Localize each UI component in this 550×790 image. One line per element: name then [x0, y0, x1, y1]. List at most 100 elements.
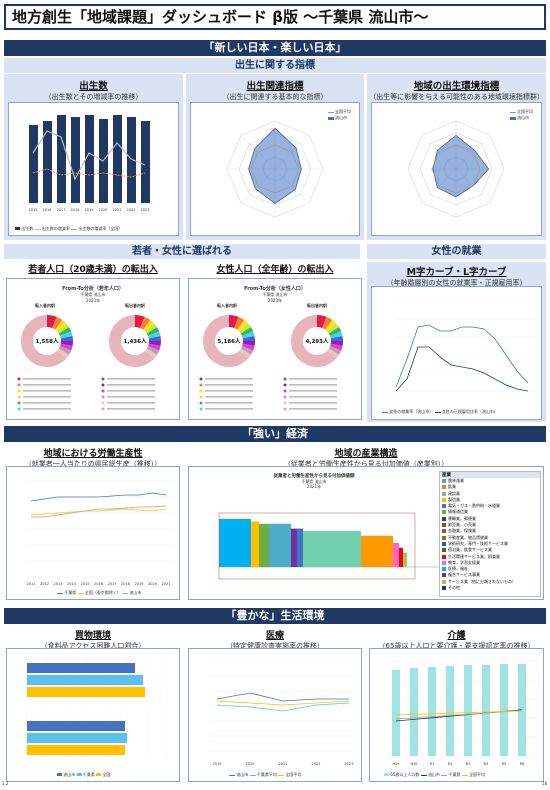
care-bar: [446, 666, 454, 756]
birth-legend-2: 出生数の増減率（全国）: [78, 226, 123, 231]
legend-text-placeholder: [107, 384, 155, 386]
female-in-label: 転入者内訳: [217, 303, 237, 308]
industry-legend-swatch: [442, 510, 446, 515]
donut-slice: [242, 341, 255, 346]
legend-dot: [101, 401, 105, 405]
industry-legend-swatch: [442, 504, 446, 509]
living-title: 地域の出生環境指標: [413, 81, 500, 92]
birth-year-label: 2020: [99, 208, 108, 212]
donut-slice: [240, 346, 254, 355]
industry-legend-label: 医療，福祉: [448, 566, 468, 572]
industry-bar: [393, 543, 399, 567]
care-year-label: H29: [392, 762, 399, 766]
donut-slice: [240, 327, 254, 336]
industry-bar: [399, 547, 403, 567]
donut-slice: [57, 323, 69, 334]
living-legend-1: 流山市: [517, 115, 529, 120]
donut-slice: [60, 343, 73, 351]
med-year-label: 2020: [246, 762, 255, 766]
mcurve-svg: [394, 300, 536, 392]
care-legend-3: 全国平均: [469, 772, 486, 777]
section-band-economy: 「強い」経済: [4, 426, 546, 442]
industry-chart: 従業者と労働生産性から見る付加価値額 千葉県 流山市 2021年 産業 農林漁業…: [188, 466, 544, 600]
industry-legend-item: 電気・ガス・熱供給・水道業: [440, 503, 540, 509]
industry-legend-label: 電気・ガス・熱供給・水道業: [448, 503, 500, 509]
care-section: 介護 （65歳以上人口と要介護・要支援認定率の推移） H29 H30 R1 R2 R3 R…: [367, 628, 546, 786]
care-legend-0: 65歳以上人口数: [390, 772, 420, 777]
industry-legend-item: 鉱業: [440, 484, 540, 490]
donut-slice: [322, 316, 333, 330]
care-year-label: H30: [410, 762, 417, 766]
med-legend-1: 千葉県平均: [256, 772, 277, 777]
legend-text-placeholder: [107, 408, 155, 410]
industry-legend-label: 運輸業，郵便業: [448, 515, 476, 521]
industry-legend-label: 複合サービス事業: [448, 572, 480, 578]
legend-dot: [17, 407, 21, 411]
industry-legend-item: 卸売業，小売業: [440, 522, 540, 528]
radar-area-city: [248, 127, 302, 204]
prod-legend-0: 千葉県: [64, 590, 77, 595]
legend-dot: [283, 389, 287, 393]
care-svg: H29 H30 R1 R2 R3 R4 R5 R6: [390, 660, 538, 766]
industry-legend-label: 生活関連サービス業，娯楽業: [448, 553, 500, 559]
donut-slice: [327, 323, 339, 334]
donut-slice: [325, 319, 336, 332]
donut-slice: [239, 348, 251, 359]
donut-slice: [203, 315, 248, 367]
mcurve-section: M字カーブ・L字カーブ （年齢階層別の女性の就業率・正規雇用率） 女性の就業率（…: [367, 262, 546, 422]
birth-bar: [43, 121, 52, 203]
donut-slice: [55, 319, 66, 332]
young-panel-sub2: 2023年: [85, 298, 101, 303]
section-band-young: 若者・女性に選ばれる: [4, 244, 360, 259]
care-bar: [482, 665, 490, 756]
legend-text-placeholder: [289, 396, 337, 398]
prod-legend-2: 流山市: [129, 590, 142, 595]
birth-year-label: 2016: [43, 208, 52, 212]
living-panel: 地域の出生環境指標 （出生等に影響を与える可能性のある地域環境指標群） 全国平均…: [367, 74, 546, 240]
med-legend-2: 全国平均: [285, 772, 302, 777]
industry-subtitle: （従業者と労働生産性から見る付加価値（産業別））: [283, 460, 449, 468]
med-legend-0: 流山市: [236, 772, 249, 777]
female-section: 女性人口（全年齢）の転出入 From-To分析（女性人口） 千葉県 流山市 20…: [186, 262, 364, 422]
industry-legend-item: 宿泊業，飲食サービス業: [440, 547, 540, 553]
donut-slice: [58, 327, 72, 336]
donut-slice: [58, 346, 72, 355]
young-out-label: 転出者内訳: [125, 303, 145, 308]
industry-bar: [269, 523, 291, 567]
prod-year-label: 2011: [27, 582, 36, 586]
donut-slice: [242, 343, 255, 351]
legend-dot: [283, 401, 287, 405]
donut-slice: [60, 336, 73, 341]
female-panel-sub2: 2023年: [267, 298, 283, 303]
legend-text-placeholder: [107, 390, 155, 392]
donut-slice: [47, 315, 57, 328]
legend-dot: [199, 401, 203, 405]
birth-bar: [141, 121, 150, 203]
care-bar: [428, 667, 436, 756]
shopping-title: 買物環境: [74, 631, 111, 641]
legend-dot: [17, 377, 21, 381]
legend-text-placeholder: [23, 408, 71, 410]
legend-text-placeholder: [107, 402, 155, 404]
female-panel-title: From-To分析（女性人口）: [244, 286, 306, 292]
industry-legend-item: 金融業，保険業: [440, 528, 540, 534]
birth-year-label: 2021: [113, 208, 122, 212]
related-title: 出生関連指標: [246, 81, 304, 92]
legend-text-placeholder: [205, 378, 253, 380]
female-panel: From-To分析（女性人口） 千葉県 流山市 2023年 転入者内訳 転出者内…: [188, 278, 362, 420]
female-donuts: [203, 315, 343, 367]
industry-legend-item: 学術研究，専門・技術サービス業: [440, 541, 540, 547]
legend-dot: [199, 389, 203, 393]
donut-slice: [145, 348, 157, 359]
donut-slice: [135, 315, 145, 328]
related-legend-0: 全国平均: [335, 109, 351, 114]
donut-slice: [148, 331, 161, 339]
care-legend-2: 千葉県: [448, 772, 461, 777]
legend-dot: [283, 407, 287, 411]
industry-bar: [403, 552, 407, 567]
donut-slice: [330, 336, 343, 341]
med-year-label: 2019: [213, 762, 222, 766]
donut-slice: [148, 341, 161, 346]
donut-slice: [60, 331, 73, 339]
donut-slice: [317, 315, 327, 328]
